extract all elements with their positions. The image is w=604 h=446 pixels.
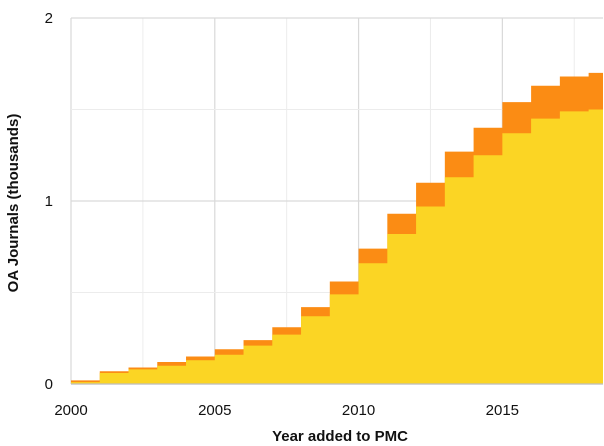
y-tick-label-2: 2 xyxy=(45,10,53,27)
x-tick-label-2000: 2000 xyxy=(54,402,87,419)
chart-areas xyxy=(71,72,603,385)
x-axis-title: Year added to PMC xyxy=(272,428,408,445)
area-inner-series xyxy=(71,109,603,384)
tick-labels: 2000 2005 2010 2015 0 1 2 xyxy=(45,10,519,419)
x-tick-label-2015: 2015 xyxy=(486,402,519,419)
y-axis-title: OA Journals (thousands) xyxy=(5,114,22,293)
y-tick-label-0: 0 xyxy=(45,376,53,393)
y-tick-label-1: 1 xyxy=(45,193,53,210)
x-tick-label-2010: 2010 xyxy=(342,402,375,419)
x-tick-label-2005: 2005 xyxy=(198,402,231,419)
